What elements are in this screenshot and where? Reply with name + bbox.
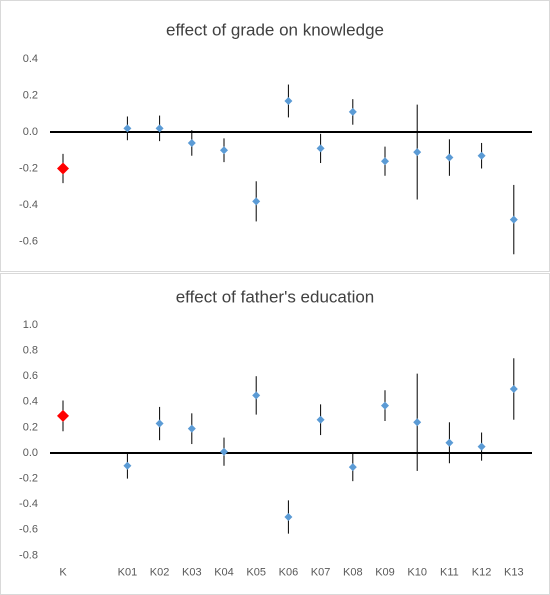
point — [316, 144, 325, 153]
chart-title: effect of father's education — [176, 287, 375, 306]
point — [252, 197, 261, 206]
point — [187, 138, 196, 147]
x-tick-label: K03 — [182, 566, 202, 578]
y-tick-label: -0.2 — [19, 162, 38, 174]
point — [252, 391, 261, 400]
point — [477, 151, 486, 160]
point — [57, 409, 69, 422]
y-tick-label: 0.2 — [23, 421, 38, 433]
x-tick-label: K08 — [343, 566, 363, 578]
point — [220, 447, 228, 456]
y-tick-label: 0.4 — [23, 396, 38, 408]
point — [220, 146, 228, 155]
x-tick-label: K12 — [472, 566, 492, 578]
point — [155, 419, 164, 428]
x-tick-label: K09 — [375, 566, 395, 578]
chart-title: effect of grade on knowledge — [166, 20, 384, 39]
y-tick-label: -0.8 — [19, 549, 38, 561]
x-tick-label: K01 — [118, 566, 138, 578]
point — [187, 424, 196, 433]
point — [381, 401, 389, 410]
y-tick-label: 0.4 — [23, 53, 38, 65]
point — [381, 157, 389, 166]
x-tick-label: K02 — [150, 566, 170, 578]
point — [509, 215, 518, 224]
x-tick-label: K — [59, 566, 67, 578]
point — [413, 418, 422, 427]
point — [284, 513, 293, 521]
point — [509, 385, 518, 393]
x-tick-label: K11 — [440, 566, 459, 578]
y-tick-label: -0.6 — [19, 235, 38, 247]
point — [123, 124, 132, 133]
x-tick-label: K04 — [214, 566, 234, 578]
y-tick-label: -0.4 — [19, 199, 38, 211]
point — [477, 442, 486, 451]
y-tick-label: 0.2 — [23, 89, 38, 101]
point — [413, 148, 422, 157]
y-tick-label: -0.2 — [19, 473, 38, 485]
x-tick-label: K05 — [246, 566, 266, 578]
panel — [0, 273, 550, 595]
y-tick-label: 0.0 — [23, 126, 38, 138]
point — [123, 461, 132, 470]
y-tick-label: 1.0 — [23, 319, 38, 331]
point — [57, 162, 69, 175]
y-tick-label: -0.6 — [19, 524, 38, 536]
point — [316, 415, 325, 424]
point — [348, 107, 357, 116]
x-tick-label: K06 — [279, 566, 299, 578]
panel — [0, 0, 550, 272]
y-tick-label: 0.6 — [23, 370, 38, 382]
y-tick-label: 0.8 — [23, 345, 38, 357]
y-tick-label: 0.0 — [23, 447, 38, 459]
point — [155, 124, 164, 133]
point — [284, 96, 293, 105]
y-tick-label: -0.4 — [19, 498, 38, 510]
point — [445, 438, 454, 447]
point — [348, 463, 357, 472]
x-tick-label: K07 — [311, 566, 331, 578]
point — [445, 153, 454, 162]
x-tick-label: K13 — [504, 566, 524, 578]
x-tick-label: K10 — [407, 566, 427, 578]
